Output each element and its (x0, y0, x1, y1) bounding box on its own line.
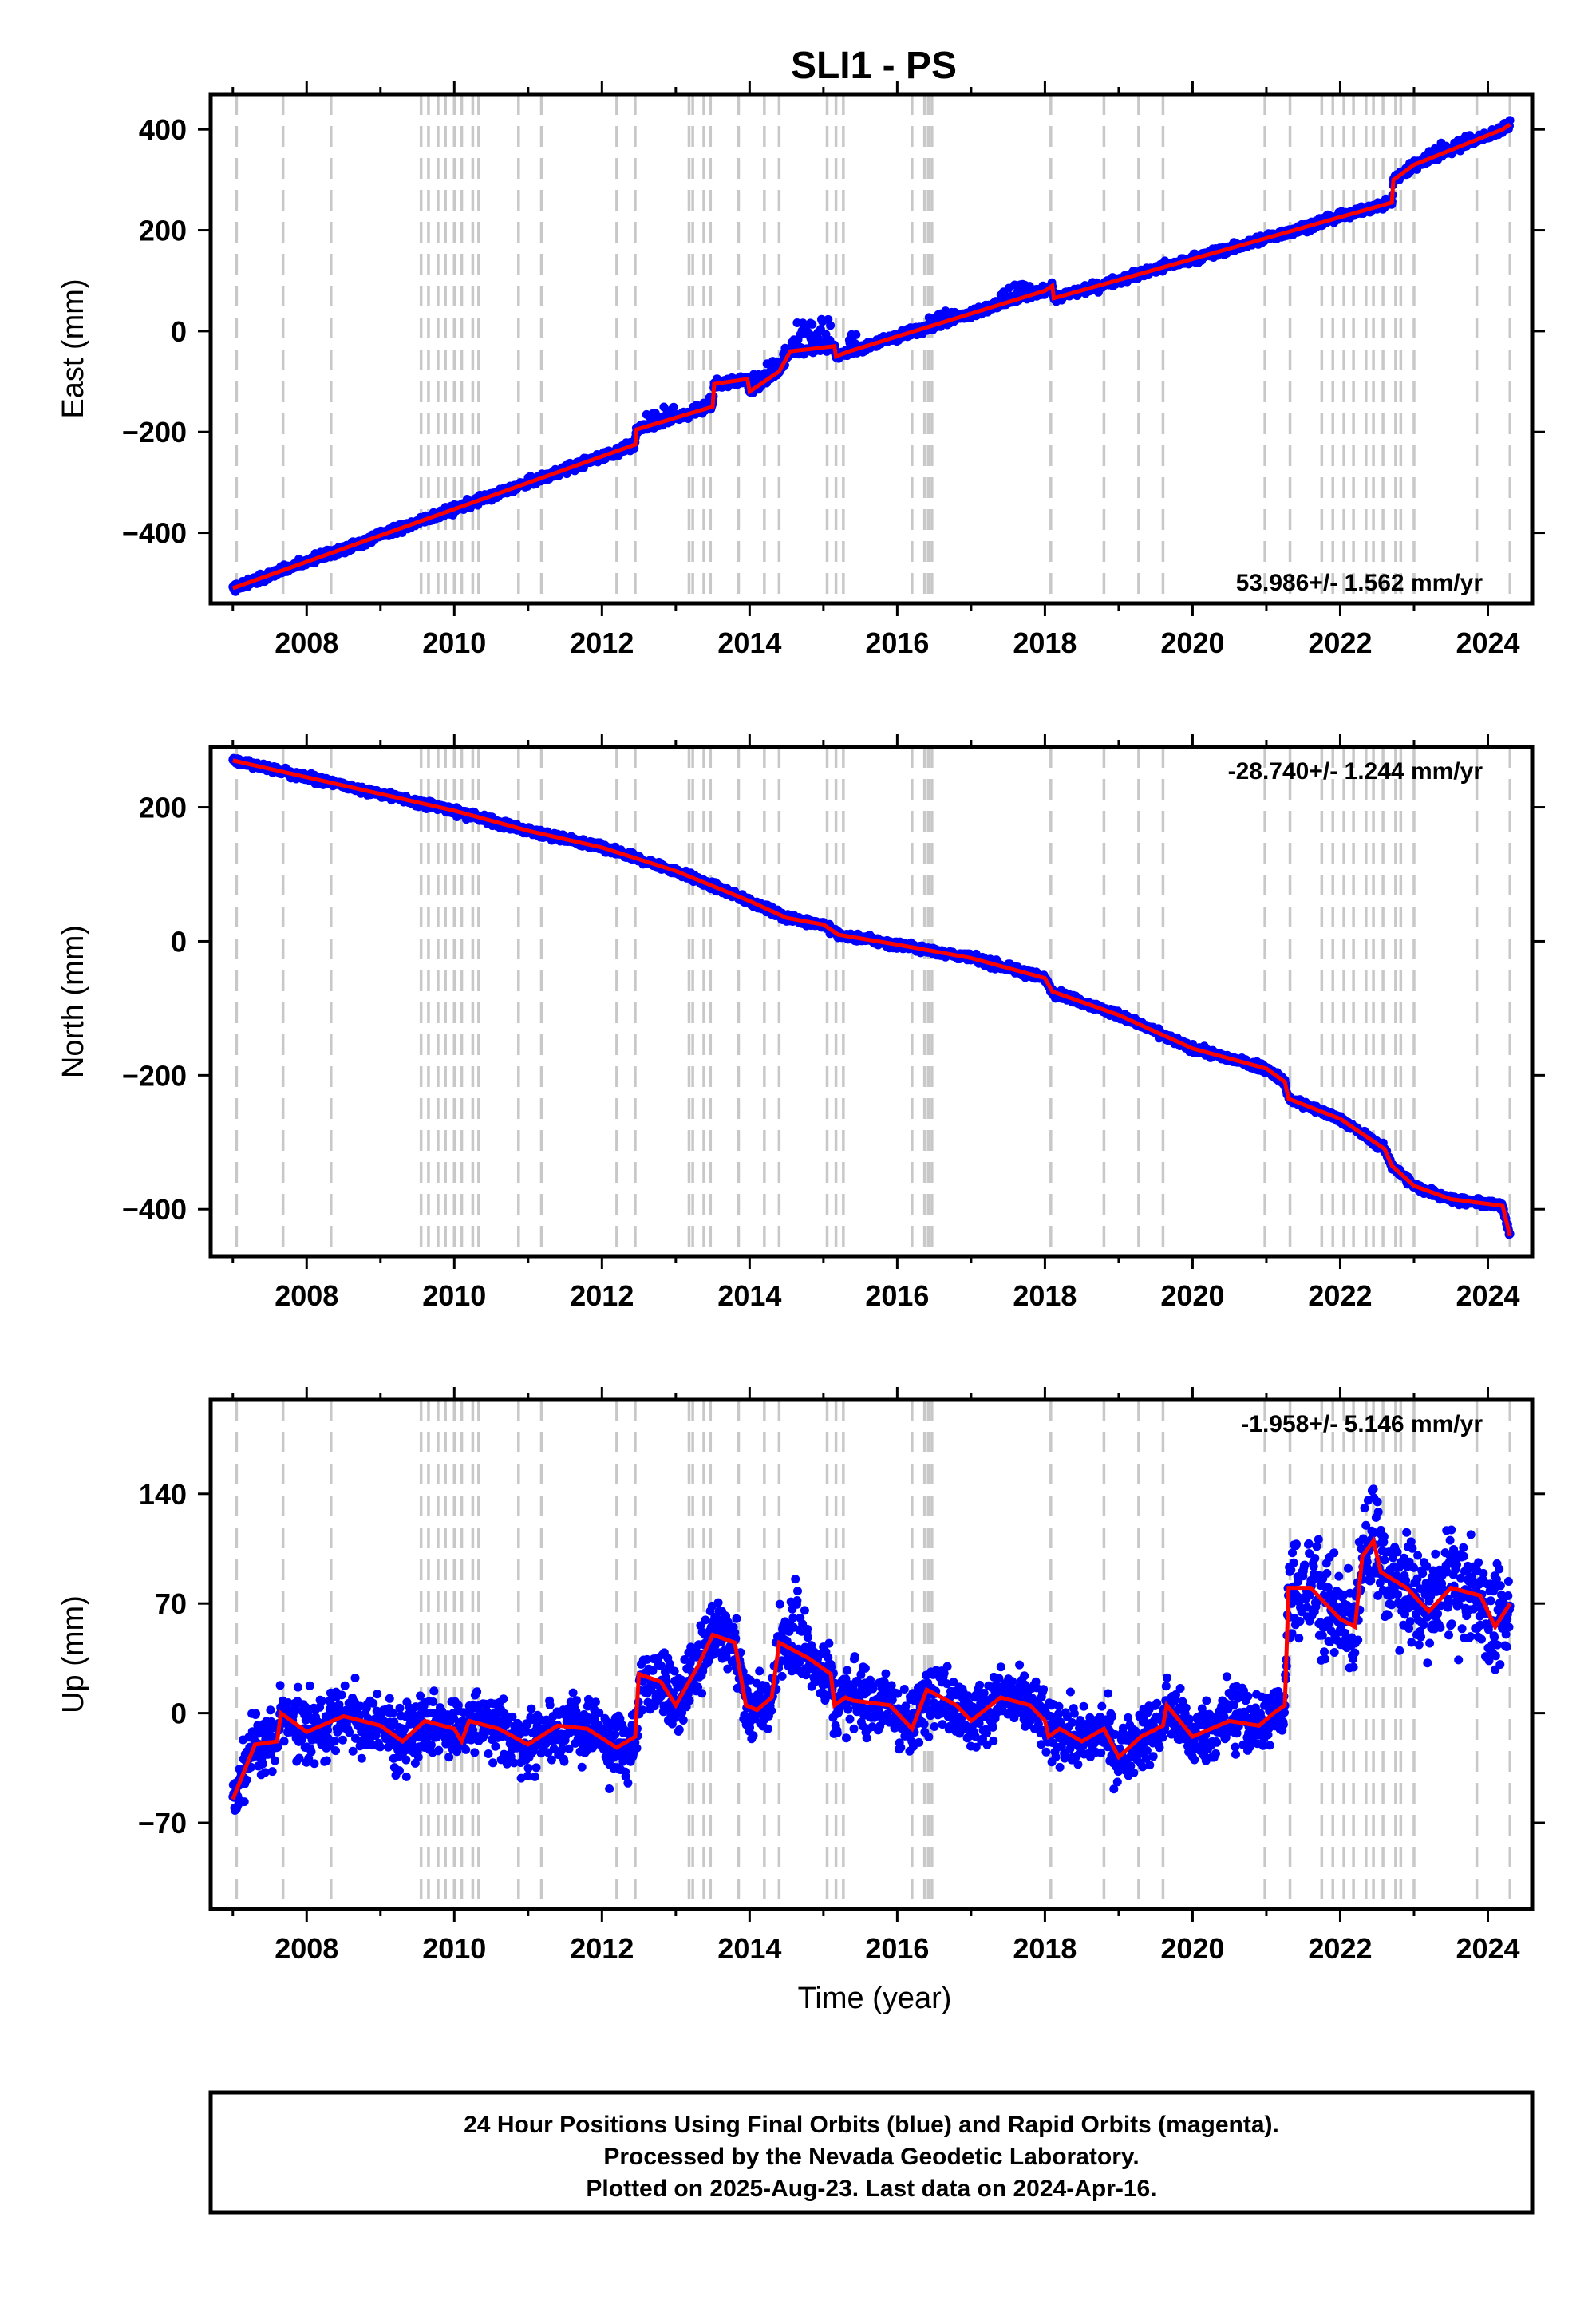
east-x-tick-label-2008: 2008 (275, 626, 338, 659)
east-x-tick-label-2014: 2014 (717, 626, 781, 659)
east-y-tick-label-2: 0 (171, 315, 187, 348)
east-y-tick-label-0: −400 (122, 517, 187, 550)
east-x-tick-label-2016: 2016 (865, 626, 929, 659)
east-x-tick-label-2012: 2012 (570, 626, 634, 659)
east-model-line (231, 122, 1511, 591)
east-x-tick-label-2018: 2018 (1013, 626, 1077, 659)
east-data-point (669, 402, 678, 412)
east-data-point (808, 319, 817, 329)
east-y-axis-label: East (mm) (57, 279, 90, 418)
east-y-tick-label-4: 400 (139, 113, 187, 146)
east-y-tick-label-1: −200 (122, 416, 187, 449)
plot-title: SLI1 - PS (791, 45, 957, 87)
east-panel: 2008 2010 2012 2014 2016 2018 2020 2022 2024 −400… (57, 81, 1545, 659)
east-x-tick-label-2020: 2020 (1160, 626, 1224, 659)
east-data-point (1505, 116, 1515, 125)
east-x-tick-label-2010: 2010 (422, 626, 486, 659)
east-data-point (826, 321, 836, 330)
north-panel: 2008 2010 2012 2014 2016 2018 2020 2022 2024−400… (57, 734, 1545, 1312)
east-data-point (851, 330, 861, 339)
north-event-lines (235, 747, 1511, 1256)
east-x-tick-label-2022: 2022 (1308, 626, 1372, 659)
east-rate-label: 53.986+/- 1.562 mm/yr (1236, 570, 1483, 596)
east-x-tick-label-2024: 2024 (1456, 626, 1519, 659)
east-event-lines (235, 94, 1511, 603)
east-y-tick-label-3: 200 (139, 215, 187, 247)
